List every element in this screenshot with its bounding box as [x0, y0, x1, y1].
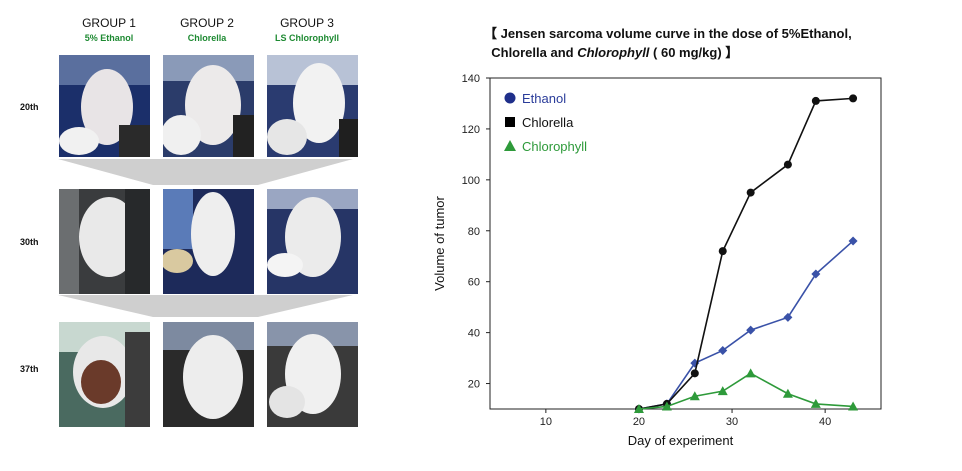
legend-ethanol-label: Ethanol	[522, 91, 566, 106]
x-tick-label: 20	[633, 416, 645, 428]
ethanol-point	[718, 345, 728, 355]
group3-title: GROUP 3	[280, 16, 334, 30]
row-label-30th: 30th	[20, 237, 39, 247]
row-label-37th: 37th	[20, 364, 39, 374]
legend-chlorella-label: Chlorella	[522, 115, 574, 130]
y-axis-label: Volume of tumor	[432, 196, 447, 291]
chlorophyll-point	[745, 368, 756, 378]
chart-title-line2a: Chlorella and	[491, 45, 578, 60]
series-line-chlorophyll	[638, 372, 854, 410]
x-tick-label: 10	[540, 416, 552, 428]
photo-group1-day30	[59, 189, 150, 294]
y-tick-label: 140	[462, 73, 480, 85]
photo-group2-day20	[163, 55, 254, 157]
chlorophyll-point	[633, 404, 644, 413]
legend-chlorella-symbol	[505, 117, 515, 127]
photo-group3-day30	[267, 189, 358, 294]
tumor-volume-chart: 20 40 60 80 100 120 140 10 20 30 40 Day of experime…	[432, 73, 882, 448]
chlorophyll-point	[717, 386, 728, 396]
chlorophyll-point	[782, 388, 793, 398]
group2-subtitle: Chlorella	[187, 33, 227, 43]
chlorophyll-point	[810, 398, 821, 408]
y-tick-label: 80	[468, 226, 480, 238]
y-tick-label: 60	[468, 277, 480, 289]
chlorella-point	[849, 94, 858, 103]
chlorophyll-point	[661, 401, 672, 411]
photo-group2-day30	[163, 189, 254, 294]
legend-chlorophyll-symbol	[504, 140, 516, 151]
chlorella-point	[718, 247, 727, 256]
ethanol-point	[811, 269, 821, 279]
ethanol-point	[848, 236, 858, 246]
legend-ethanol-symbol	[504, 92, 516, 104]
chart-title-line2-italic: Chlorophyll	[577, 45, 650, 60]
chart-title: 【 Jensen sarcoma volume curve in the dos…	[484, 24, 852, 62]
photo-group1-day20	[59, 55, 150, 157]
series-line-ethanol	[638, 240, 854, 410]
photo-group3-day37	[267, 322, 358, 427]
y-tick-label: 120	[462, 124, 480, 136]
ethanol-point	[746, 325, 756, 335]
chlorophyll-point	[689, 391, 700, 401]
photo-group3-day20	[267, 55, 358, 157]
y-tick-label: 100	[462, 175, 480, 187]
series-line-chlorella	[638, 97, 854, 410]
row-connector-2	[58, 295, 353, 317]
chlorella-point	[783, 160, 792, 169]
y-tick-label: 40	[468, 328, 480, 340]
x-tick-label: 40	[819, 416, 831, 428]
photo-group1-day37	[59, 322, 150, 427]
ethanol-point	[783, 312, 793, 322]
photo-group2-day37	[163, 322, 254, 427]
x-axis-label: Day of experiment	[628, 433, 734, 448]
group1-title: GROUP 1	[82, 16, 136, 30]
chlorella-point	[746, 188, 755, 197]
x-tick-label: 30	[726, 416, 738, 428]
group1-subtitle: 5% Ethanol	[84, 33, 134, 43]
chlorophyll-point	[848, 401, 859, 411]
plot-frame	[489, 77, 882, 410]
chlorella-point	[811, 96, 820, 105]
y-tick-label: 20	[468, 379, 480, 391]
row-connector-1	[58, 159, 353, 185]
row-label-20th: 20th	[20, 102, 39, 112]
chart-title-line2b: ( 60 mg/kg) 】	[649, 45, 739, 60]
group2-title: GROUP 2	[180, 16, 234, 30]
chlorella-point	[690, 369, 699, 378]
chart-title-line1: 【 Jensen sarcoma volume curve in the dos…	[484, 26, 852, 41]
group3-subtitle: LS Chlorophyll	[275, 33, 339, 43]
legend-chlorophyll-label: Chlorophyll	[522, 139, 587, 154]
